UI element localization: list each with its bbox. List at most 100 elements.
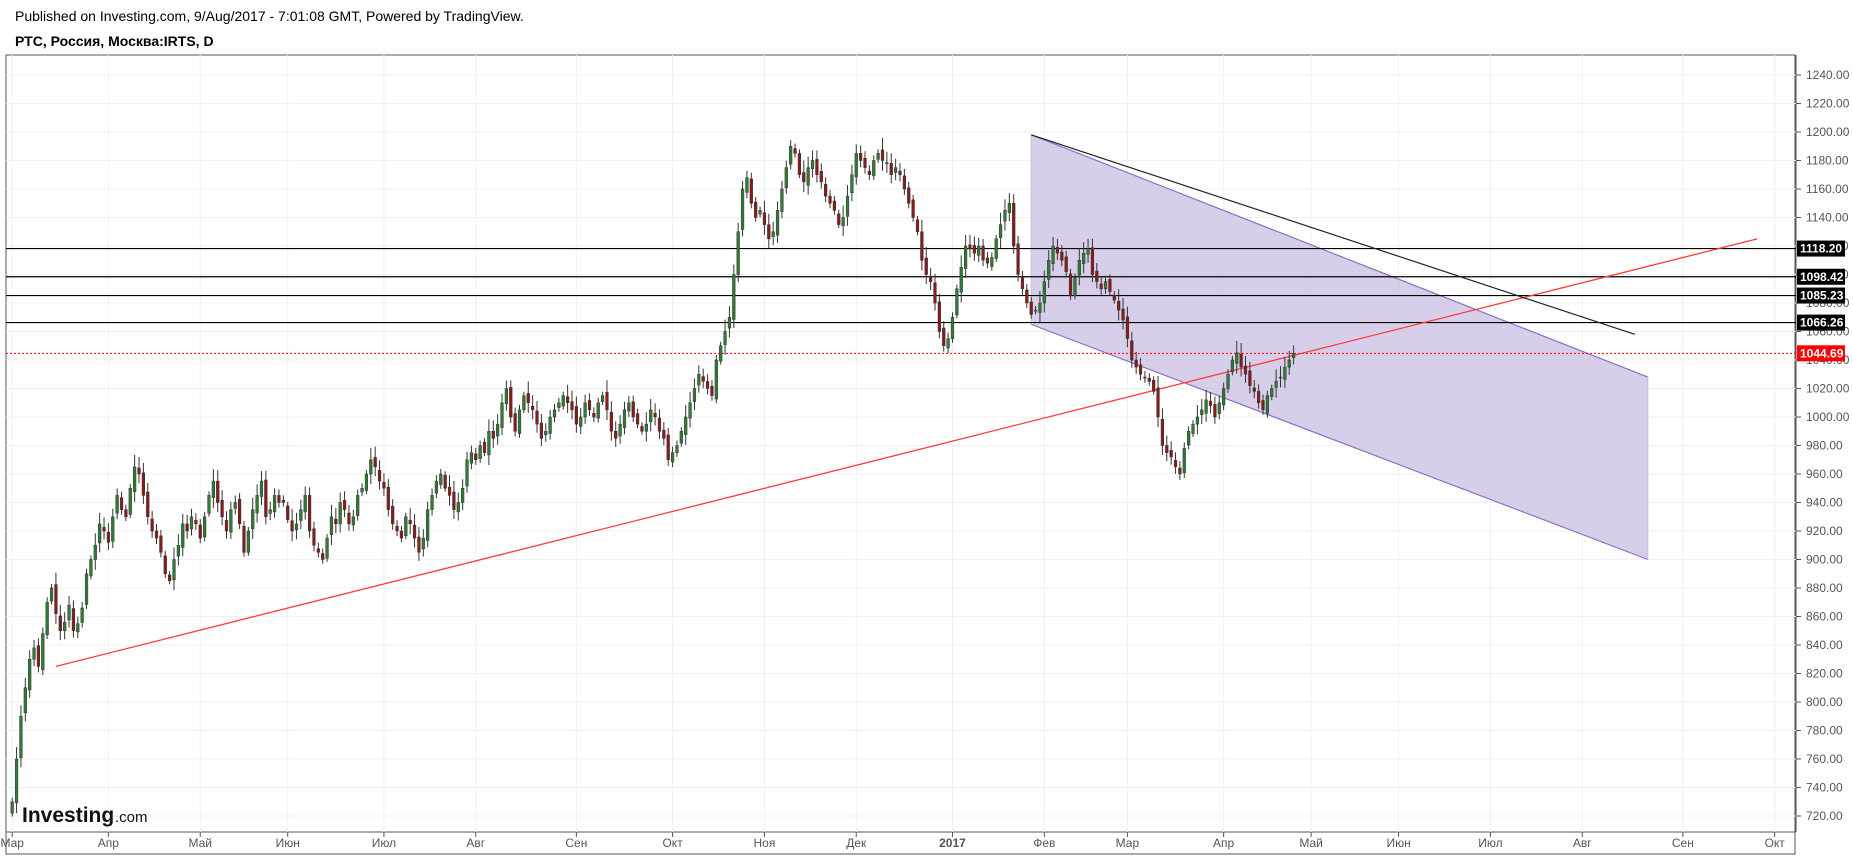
ascending-trend-line xyxy=(55,238,1758,668)
candle xyxy=(579,408,583,435)
candle xyxy=(635,408,640,429)
candle xyxy=(963,235,968,278)
candle-body xyxy=(675,445,679,453)
x-tick-label: Сен xyxy=(565,836,587,850)
candle-body xyxy=(771,231,775,237)
candle xyxy=(163,550,167,579)
candle-body xyxy=(456,502,460,513)
candle-body xyxy=(1147,377,1151,382)
candle-body xyxy=(859,153,863,161)
candle xyxy=(329,504,334,545)
candle-body xyxy=(1274,381,1278,388)
candle xyxy=(67,596,71,628)
candle xyxy=(526,381,530,414)
horizontal-levels xyxy=(6,247,1796,354)
candle xyxy=(754,197,758,222)
x-tick-label: Май xyxy=(1299,836,1323,850)
candle xyxy=(710,380,714,401)
candle xyxy=(426,501,430,548)
candle xyxy=(1108,274,1112,296)
candle-body xyxy=(268,509,272,514)
candle-body xyxy=(880,149,885,161)
candle-body xyxy=(552,409,557,418)
x-tick-label: Мар xyxy=(0,836,24,850)
candle-body xyxy=(19,716,23,759)
candle-body xyxy=(377,470,382,482)
candle-body xyxy=(373,457,377,468)
candle-body xyxy=(1077,260,1081,276)
candle xyxy=(172,547,176,590)
logo-suffix: .com xyxy=(115,809,148,826)
candle xyxy=(312,521,316,552)
candle-body xyxy=(452,491,456,510)
candle xyxy=(1283,357,1287,388)
candle-body xyxy=(1265,395,1269,414)
candle-body xyxy=(58,615,62,631)
candle xyxy=(780,181,784,219)
candle-body xyxy=(84,573,89,605)
candle-body xyxy=(1283,366,1287,380)
candle xyxy=(224,511,229,539)
candle-body xyxy=(1012,203,1016,247)
y-tick-label: 1200.00 xyxy=(1806,125,1850,139)
candle-body xyxy=(736,231,740,275)
candle-body xyxy=(154,530,159,539)
candle xyxy=(819,163,823,189)
candle xyxy=(517,404,522,438)
candle-body xyxy=(666,434,670,460)
candle xyxy=(522,391,526,414)
candle xyxy=(316,542,320,558)
candle xyxy=(894,158,898,181)
candle-body xyxy=(395,525,399,532)
price-axis: 720.00 740.00 760.00 780.00 800.00 820.00 840.… xyxy=(1796,68,1850,823)
candle-body xyxy=(98,523,102,544)
candle xyxy=(749,172,753,209)
candle-body xyxy=(1239,353,1243,368)
candle-body xyxy=(1160,419,1165,446)
candle xyxy=(719,341,723,365)
candle-body xyxy=(614,431,618,439)
candle-body xyxy=(985,257,990,264)
candle xyxy=(1178,461,1182,480)
candle-body xyxy=(762,212,767,225)
candle-body xyxy=(797,153,802,175)
candle-body xyxy=(688,402,692,419)
candle xyxy=(561,391,565,410)
candle xyxy=(1086,238,1090,263)
candle-body xyxy=(312,528,316,546)
candle-body xyxy=(216,480,220,503)
candles xyxy=(10,137,1296,817)
candle xyxy=(474,447,478,465)
candle-body xyxy=(356,495,360,516)
candle-body xyxy=(93,545,97,560)
candle xyxy=(557,397,561,412)
candle xyxy=(189,508,194,536)
level-label: 1118.20 xyxy=(1800,242,1842,256)
candle-body xyxy=(1121,308,1125,321)
candle xyxy=(824,177,828,203)
candle xyxy=(1038,291,1042,323)
level-label: 1085.23 xyxy=(1800,289,1844,303)
candle-body xyxy=(334,518,338,525)
candle xyxy=(990,252,994,271)
candle-body xyxy=(1060,251,1064,261)
candle xyxy=(259,471,264,506)
candle xyxy=(1270,384,1274,401)
candle xyxy=(1012,194,1016,254)
candle-body xyxy=(487,431,491,456)
candle-body xyxy=(1003,210,1007,222)
candle-body xyxy=(867,170,871,175)
candle-body xyxy=(1117,301,1121,311)
candle-body xyxy=(775,210,780,236)
candle xyxy=(229,501,233,539)
candle-body xyxy=(45,602,49,635)
candle xyxy=(1099,276,1103,295)
candle-body xyxy=(224,519,229,532)
candle-body xyxy=(911,199,915,218)
investing-logo[interactable]: Investing .com xyxy=(22,804,148,827)
candle-body xyxy=(1226,374,1230,389)
candle xyxy=(356,489,360,521)
y-tick-label: 960.00 xyxy=(1806,467,1843,481)
candle-body xyxy=(994,238,998,259)
